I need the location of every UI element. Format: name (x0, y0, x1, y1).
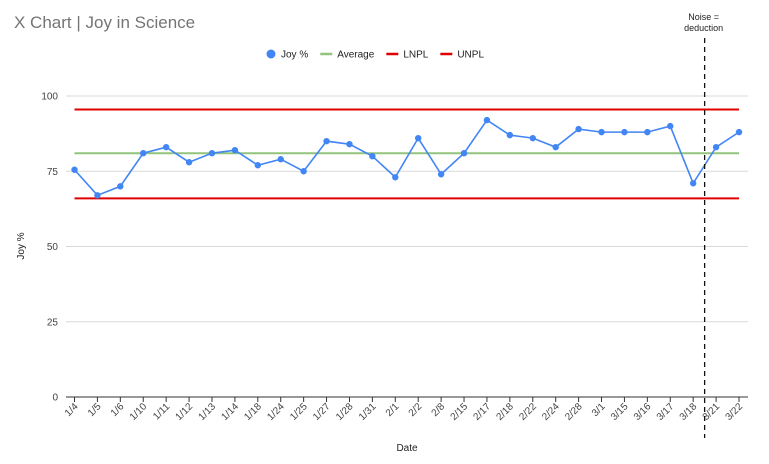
x-tick-label: 2/28 (563, 401, 585, 423)
joy-line (73, 118, 740, 197)
y-tick-label: 50 (47, 242, 59, 253)
data-point (575, 125, 582, 133)
y-tick-label: 0 (52, 393, 58, 404)
data-point (506, 131, 514, 139)
x-tick-label: 3/21 (701, 401, 723, 423)
data-point (71, 166, 78, 173)
x-tick-label: 1/25 (288, 401, 310, 423)
y-tick-label: 25 (47, 317, 59, 328)
x-tick-label: 1/12 (174, 401, 196, 423)
data-point (437, 171, 445, 178)
gridlines (66, 95, 748, 398)
x-tick-label: 2/22 (517, 401, 539, 423)
data-point (460, 149, 468, 157)
chart-title: X Chart | Joy in Science (14, 13, 195, 32)
data-point (140, 149, 147, 157)
x-tick-label: 1/24 (265, 401, 287, 423)
data-point (415, 134, 422, 142)
reference-lines (74, 108, 739, 200)
data-point (644, 128, 651, 136)
data-point (529, 134, 536, 142)
legend-item: LNPL (386, 50, 429, 61)
data-point (735, 128, 743, 136)
data-point (323, 137, 330, 145)
data-point (300, 168, 307, 175)
x-tick-label: 1/14 (219, 401, 241, 423)
annotation-text: Noise = (688, 12, 719, 22)
data-point (483, 116, 491, 124)
y-axis-ticks: 0 25 50 75 100 (41, 92, 58, 404)
data-point (231, 146, 239, 154)
data-point (94, 192, 101, 199)
x-tick-label: 1/4 (63, 401, 81, 419)
x-tick-label: 3/16 (632, 401, 654, 423)
data-point (667, 122, 674, 130)
x-tick-label: 1/6 (109, 401, 127, 419)
x-tick-label: 2/18 (494, 401, 516, 423)
x-tick-label: 2/24 (540, 401, 562, 423)
legend-label: LNPL (403, 50, 428, 61)
legend-item: UNPL (440, 50, 484, 61)
joy-series (71, 116, 743, 199)
data-point (712, 143, 720, 151)
x-tick-label: 2/8 (430, 401, 448, 419)
x-tick-label: 3/1 (590, 401, 608, 419)
x-tick-label: 1/27 (311, 401, 333, 423)
x-tick-label: 1/11 (151, 401, 172, 422)
x-tick-label: 1/18 (242, 401, 264, 423)
legend-item: Joy % (266, 49, 308, 61)
data-point (689, 180, 697, 187)
x-tick-label: 2/1 (384, 401, 402, 419)
data-point (277, 156, 284, 163)
legend-label: UNPL (457, 50, 484, 61)
x-tick-label: 1/5 (86, 401, 104, 419)
y-axis-label: Joy % (16, 232, 27, 259)
x-tick-label: 1/31 (357, 401, 379, 423)
x-axis-label: Date (396, 443, 418, 454)
data-point (346, 140, 353, 148)
data-point (185, 159, 193, 166)
x-tick-label: 2/17 (472, 401, 494, 423)
legend: Joy % Average LNPL UNPL (266, 49, 484, 61)
x-tick-label: 3/18 (678, 401, 700, 423)
x-tick-label: 1/13 (197, 401, 219, 423)
data-point (117, 183, 124, 190)
y-tick-label: 100 (41, 92, 58, 103)
legend-item: Average (320, 50, 375, 61)
data-point (369, 153, 376, 160)
x-tick-label: 1/10 (128, 401, 150, 423)
noise-annotation: Noise =deduction (684, 12, 723, 438)
data-point (598, 128, 605, 136)
data-point (254, 162, 262, 169)
legend-label: Average (337, 50, 375, 61)
x-tick-label: 3/15 (609, 401, 631, 423)
data-point (162, 143, 170, 151)
data-point (208, 149, 216, 157)
data-point (621, 128, 628, 136)
legend-label: Joy % (281, 50, 308, 61)
x-tick-label: 3/22 (724, 401, 746, 423)
x-axis-ticks: 1/4 1/5 1/6 1/10 1/11 1/12 1/13 1/14 1/18 1/24 1/2… (63, 397, 745, 423)
x-tick-label: 2/15 (449, 401, 471, 423)
annotation-text: deduction (684, 23, 723, 33)
data-point (392, 174, 399, 181)
x-tick-label: 2/2 (407, 401, 425, 419)
y-tick-label: 75 (47, 167, 59, 178)
x-tick-label: 1/28 (334, 401, 356, 423)
x-tick-label: 3/17 (655, 401, 677, 423)
data-point (552, 143, 559, 151)
legend-swatch (266, 49, 276, 59)
